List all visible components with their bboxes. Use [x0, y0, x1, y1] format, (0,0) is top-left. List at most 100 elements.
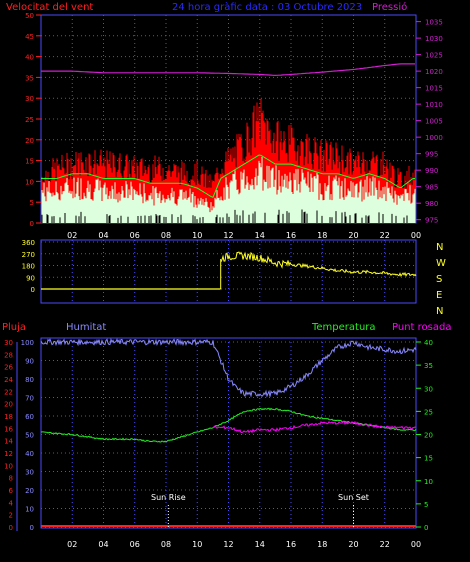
direction-tick-label: 90 — [26, 274, 35, 282]
x-tick-label: 08 — [161, 540, 171, 549]
humidity-tick-label: 100 — [21, 339, 34, 347]
pressure-line — [41, 63, 415, 77]
x-tick-label: 22 — [380, 540, 390, 549]
x-tick-label: 02 — [67, 540, 77, 549]
compass-label: W — [436, 258, 446, 269]
humidity-tick-label: 50 — [25, 432, 34, 440]
temperature-axis: 0 5 10 15 20 25 30 35 40 — [416, 339, 433, 532]
rain-tick-label: 12 — [4, 450, 13, 458]
compass-label: N — [436, 242, 443, 253]
rain-tick-label: 4 — [9, 499, 14, 507]
direction-panel-frame — [40, 239, 417, 304]
wind-speed-tick-label: 35 — [25, 74, 34, 82]
wind-speed-tick-label: 50 — [25, 12, 34, 20]
x-tick-label: 12 — [223, 540, 233, 549]
sunset-label: Sun Set — [338, 493, 369, 502]
compass-label: E — [436, 290, 442, 301]
rain-tick-label: 0 — [9, 524, 13, 532]
temperature-tick-label: 25 — [424, 408, 433, 416]
wind-speed-tick-label: 45 — [25, 33, 34, 41]
temperature-tick-label: 35 — [424, 362, 433, 370]
direction-series — [41, 251, 417, 290]
rain-tick-label: 6 — [9, 487, 14, 495]
climate-x-axis: 02 04 06 08 10 12 14 16 18 20 22 00 — [67, 540, 421, 549]
pressure-axis: 975 980 985 990 995 1000 1005 1010 1015 1020 1025 1… — [416, 19, 443, 225]
humidity-tick-label: 40 — [25, 450, 34, 458]
x-tick-label: 12 — [223, 231, 233, 240]
direction-tick-label: 360 — [22, 239, 35, 247]
temperature-tick-label: 0 — [424, 524, 428, 532]
x-tick-label: 20 — [348, 231, 358, 240]
rain-tick-label: 14 — [4, 438, 13, 446]
x-tick-label: 06 — [130, 231, 140, 240]
direction-tick-label: 180 — [22, 263, 35, 271]
temperature-label: Temperatura — [311, 322, 376, 333]
humidity-line — [40, 337, 417, 398]
wind-speed-label: Velocitat del vent — [6, 2, 93, 13]
pressure-tick-label: 985 — [425, 184, 438, 192]
temperature-tick-label: 40 — [424, 339, 433, 347]
direction-grid — [41, 240, 417, 303]
humidity-tick-label: 0 — [30, 524, 34, 532]
rain-tick-label: 16 — [4, 425, 13, 433]
x-tick-label: 00 — [411, 540, 421, 549]
wind-speed-tick-label: 40 — [25, 54, 34, 62]
temperature-tick-label: 30 — [424, 385, 433, 393]
pressure-tick-label: 1020 — [425, 68, 443, 76]
rain-tick-label: 22 — [4, 388, 13, 396]
pressure-label: Pressió — [372, 1, 407, 13]
dewpoint-line — [212, 420, 416, 434]
rain-tick-label: 8 — [9, 475, 13, 483]
humidity-tick-label: 20 — [25, 487, 34, 495]
humidity-tick-label: 30 — [25, 469, 34, 477]
sun-markers: Sun Rise Sun Set — [151, 493, 369, 527]
pressure-tick-label: 975 — [425, 217, 438, 225]
wind-speed-tick-label: 25 — [25, 116, 34, 124]
direction-line — [220, 251, 417, 278]
temperature-tick-label: 10 — [424, 478, 433, 486]
pressure-tick-label: 1010 — [425, 101, 443, 109]
temperature-tick-label: 15 — [424, 455, 433, 463]
compass-label: S — [436, 274, 442, 285]
wind-speed-tick-label: 10 — [25, 178, 34, 186]
pressure-tick-label: 995 — [425, 151, 438, 159]
x-tick-label: 14 — [255, 540, 265, 549]
humidity-label: Humitat — [66, 322, 106, 333]
x-tick-label: 16 — [286, 231, 296, 240]
rain-tick-label: 24 — [4, 376, 13, 384]
x-tick-label: 16 — [286, 540, 296, 549]
wind-speed-line — [41, 154, 415, 198]
x-tick-label: 06 — [130, 540, 140, 549]
x-tick-label: 10 — [192, 540, 202, 549]
humidity-tick-label: 80 — [25, 376, 34, 384]
x-tick-label: 18 — [317, 540, 327, 549]
wind-speed-tick-label: 15 — [25, 158, 34, 166]
rain-tick-label: 26 — [4, 364, 13, 372]
humidity-axis: 0 10 20 30 40 50 60 70 80 90 100 — [21, 339, 34, 532]
direction-tick-label: 0 — [31, 286, 35, 294]
humidity-tick-label: 60 — [25, 413, 34, 421]
rain-tick-label: 18 — [4, 413, 13, 421]
rain-tick-label: 30 — [4, 339, 13, 347]
x-tick-label: 20 — [348, 540, 358, 549]
rain-label: Pluja — [2, 322, 26, 333]
x-tick-label: 08 — [161, 231, 171, 240]
wind-x-axis: 02 04 06 08 10 12 14 16 18 20 22 00 — [67, 231, 421, 240]
x-tick-label: 18 — [317, 231, 327, 240]
x-tick-label: 22 — [380, 231, 390, 240]
direction-axis: 0 90 180 270 360 — [22, 239, 35, 294]
sunrise-label: Sun Rise — [151, 493, 186, 502]
pressure-tick-label: 1025 — [425, 52, 443, 60]
pressure-tick-label: 1015 — [425, 85, 443, 93]
rain-tick-label: 10 — [4, 462, 13, 470]
dewpoint-label: Punt rosada — [392, 322, 451, 333]
wind-speed-tick-label: 20 — [25, 137, 34, 145]
wind-speed-tick-label: 30 — [25, 95, 34, 103]
x-tick-label: 04 — [98, 231, 108, 240]
humidity-tick-label: 70 — [25, 395, 34, 403]
rain-tick-label: 2 — [9, 512, 13, 520]
humidity-tick-label: 90 — [25, 358, 34, 366]
